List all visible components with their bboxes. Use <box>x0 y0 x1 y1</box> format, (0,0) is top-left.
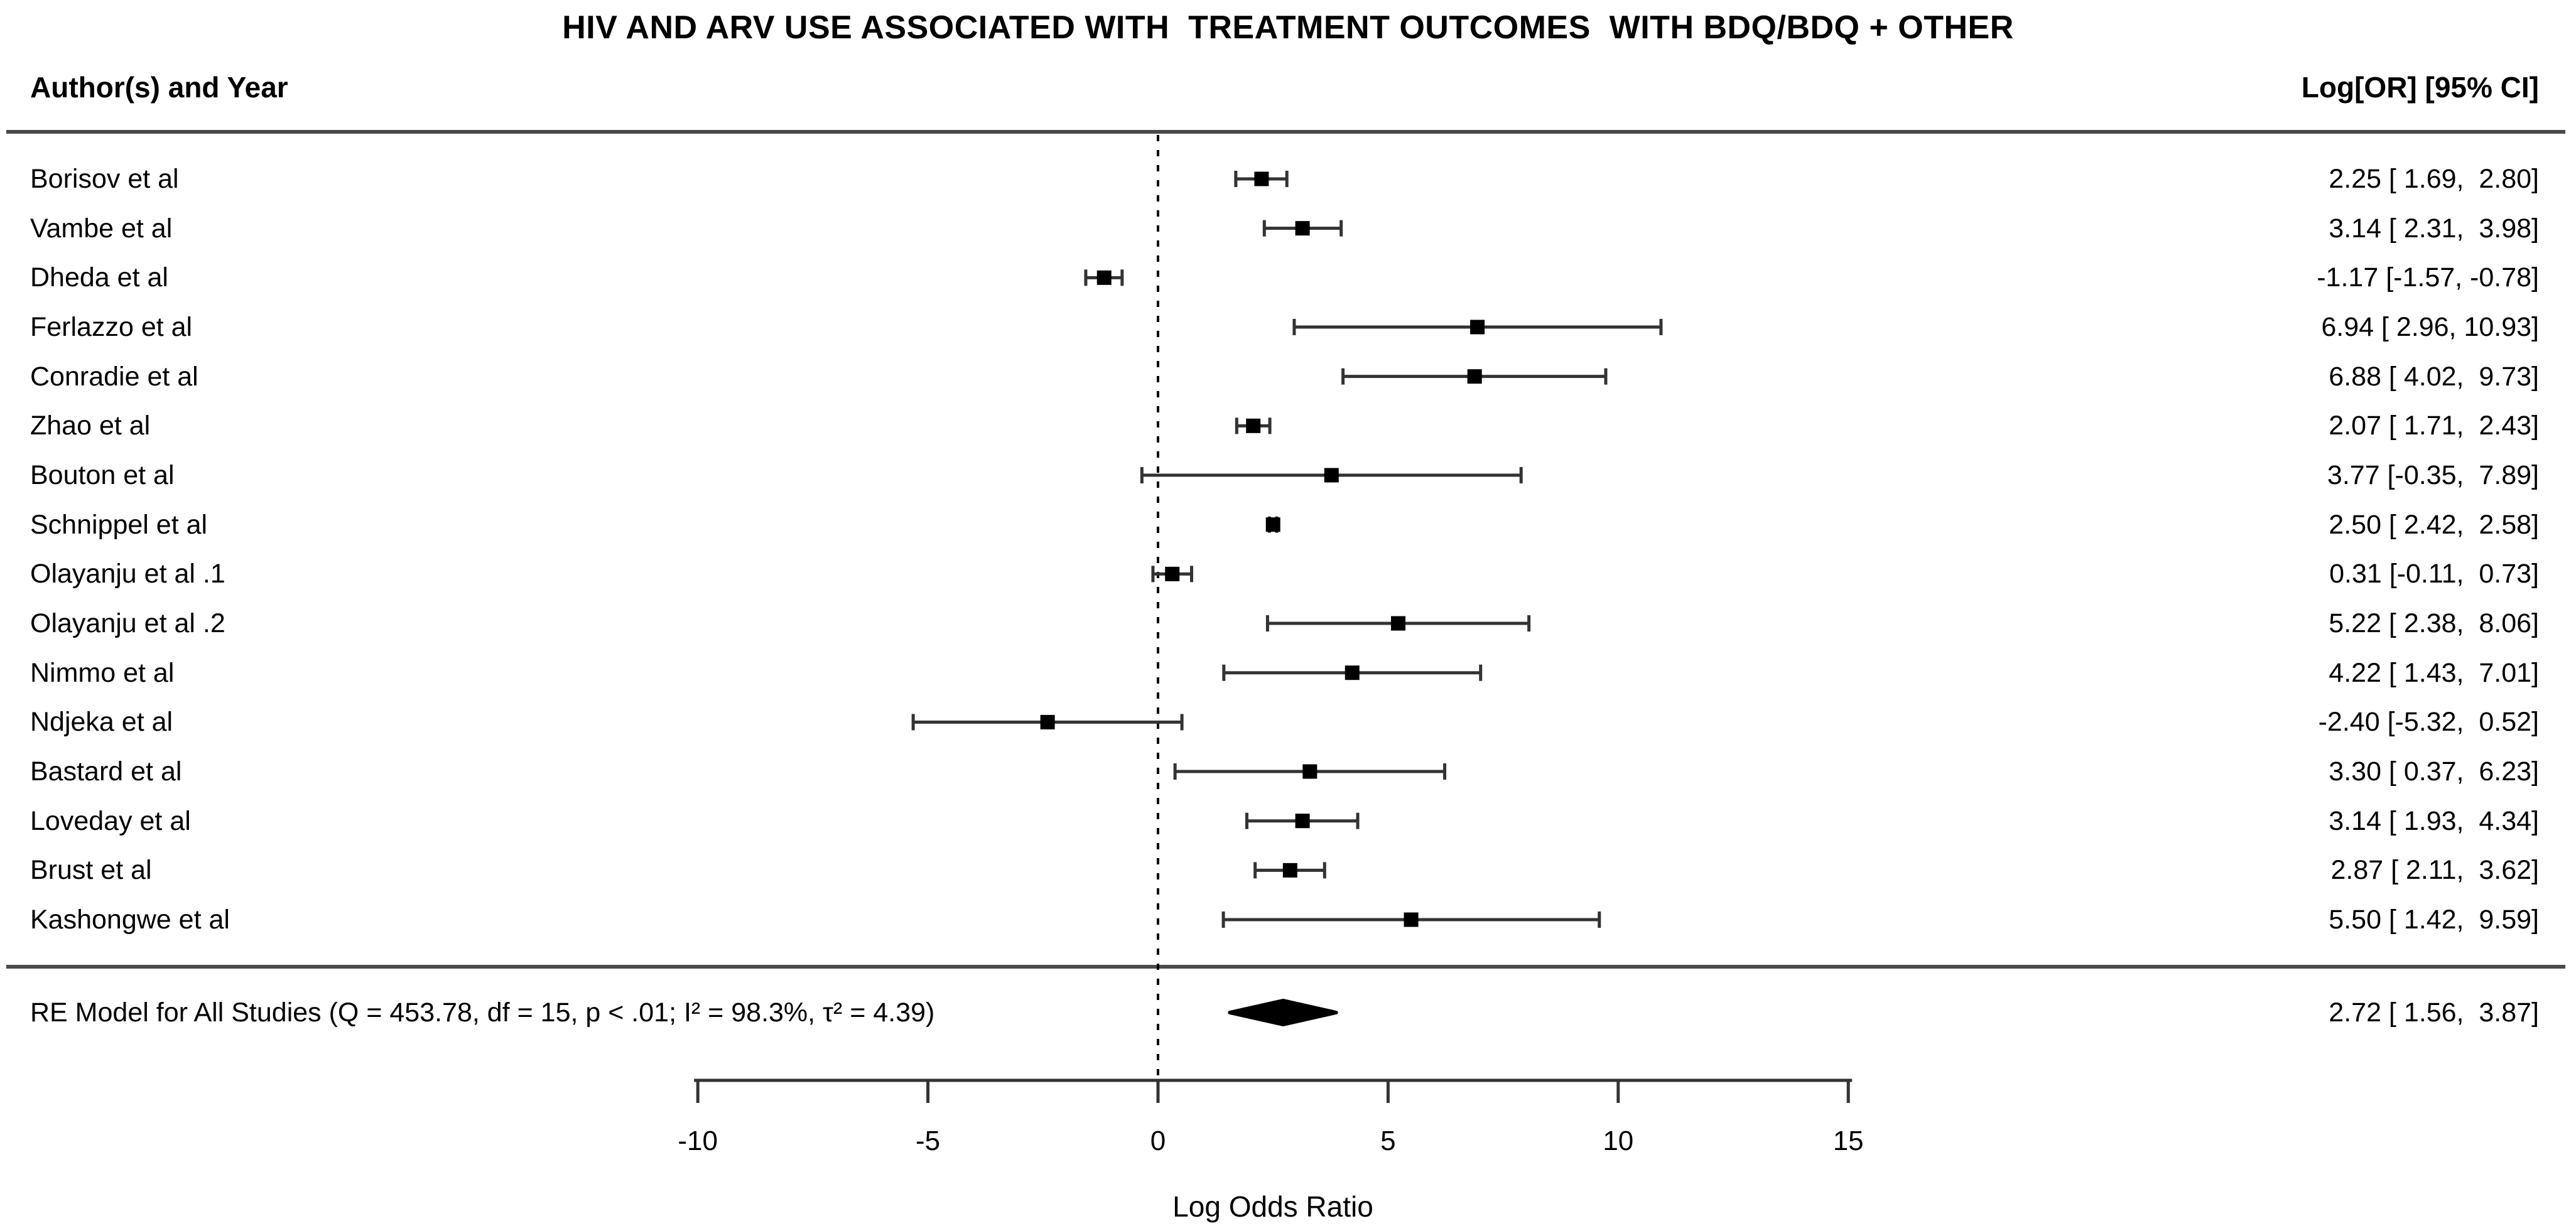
study-ci-value: 2.50 [ 2.42, 2.58] <box>2329 509 2539 540</box>
chart-title: HIV AND ARV USE ASSOCIATED WITH TREATMEN… <box>562 9 2014 46</box>
effect-square <box>1040 714 1055 729</box>
effect-square <box>1295 221 1310 236</box>
study-ci-value: 2.25 [ 1.69, 2.80] <box>2329 164 2539 194</box>
study-label: Olayanju et al .2 <box>30 608 225 639</box>
effect-square <box>1246 418 1261 433</box>
effect-square <box>1295 814 1310 829</box>
effect-square <box>1254 171 1269 186</box>
effect-square <box>1096 270 1112 285</box>
axis-tick-label: -5 <box>916 1126 941 1156</box>
study-label: Vambe et al <box>30 213 173 244</box>
study-ci-value: 5.50 [ 1.42, 9.59] <box>2329 905 2539 935</box>
study-ci-value: 5.22 [ 2.38, 8.06] <box>2329 608 2539 639</box>
study-label: Brust et al <box>30 855 152 886</box>
effect-square <box>1391 616 1406 631</box>
study-label: Ferlazzo et al <box>30 312 193 342</box>
study-ci-value: -1.17 [-1.57, -0.78] <box>2317 262 2539 293</box>
study-label: Bastard et al <box>30 756 182 787</box>
study-ci-value: 6.94 [ 2.96, 10.93] <box>2321 312 2539 342</box>
axis-tick-label: -10 <box>678 1126 718 1156</box>
column-header-authors: Author(s) and Year <box>30 71 288 104</box>
study-ci-value: 4.22 [ 1.43, 7.01] <box>2329 657 2539 688</box>
axis-tick-label: 0 <box>1150 1126 1166 1156</box>
axis-tick-label: 10 <box>1603 1126 1634 1156</box>
study-ci-value: 3.30 [ 0.37, 6.23] <box>2329 756 2539 787</box>
study-ci-value: 3.14 [ 2.31, 3.98] <box>2329 213 2539 244</box>
header-rule <box>6 130 2565 134</box>
study-label: Bouton et al <box>30 460 175 491</box>
study-ci-value: 2.07 [ 1.71, 2.43] <box>2329 411 2539 441</box>
study-label: Dheda et al <box>30 262 168 293</box>
study-label: Zhao et al <box>30 411 151 441</box>
effect-square <box>1404 912 1419 927</box>
effect-square <box>1302 764 1318 779</box>
effect-square <box>1165 566 1180 581</box>
summary-model-label: RE Model for All Studies (Q = 453.78, df… <box>30 997 935 1028</box>
summary-diamond <box>1228 999 1338 1026</box>
column-header-logor-ci: Log[OR] [95% CI] <box>2301 71 2539 104</box>
effect-square <box>1345 665 1360 680</box>
effect-square <box>1470 320 1485 335</box>
axis-tick-label: 15 <box>1832 1126 1864 1156</box>
effect-square <box>1282 863 1297 878</box>
study-label: Borisov et al <box>30 164 179 194</box>
study-label: Conradie et al <box>30 361 198 392</box>
study-label: Nimmo et al <box>30 657 175 688</box>
summary-separator-rule <box>6 965 2565 969</box>
study-ci-value: 2.87 [ 2.11, 3.62] <box>2330 855 2539 886</box>
axis-tick-label: 5 <box>1380 1126 1396 1156</box>
study-ci-value: 0.31 [-0.11, 0.73] <box>2329 559 2539 589</box>
study-ci-value: 3.14 [ 1.93, 4.34] <box>2329 805 2539 836</box>
study-label: Loveday et al <box>30 805 191 836</box>
effect-square <box>1467 369 1482 384</box>
study-label: Kashongwe et al <box>30 905 230 935</box>
study-ci-value: 6.88 [ 4.02, 9.73] <box>2329 361 2539 392</box>
summary-ci-value: 2.72 [ 1.56, 3.87] <box>2329 997 2539 1028</box>
study-ci-value: -2.40 [-5.32, 0.52] <box>2318 707 2539 738</box>
study-label: Olayanju et al .1 <box>30 559 225 589</box>
study-label: Ndjeka et al <box>30 707 173 738</box>
effect-square <box>1324 468 1339 483</box>
x-axis-title: Log Odds Ratio <box>1172 1190 1373 1223</box>
effect-square <box>1265 517 1280 532</box>
study-label: Schnippel et al <box>30 509 208 540</box>
study-ci-value: 3.77 [-0.35, 7.89] <box>2327 460 2539 491</box>
